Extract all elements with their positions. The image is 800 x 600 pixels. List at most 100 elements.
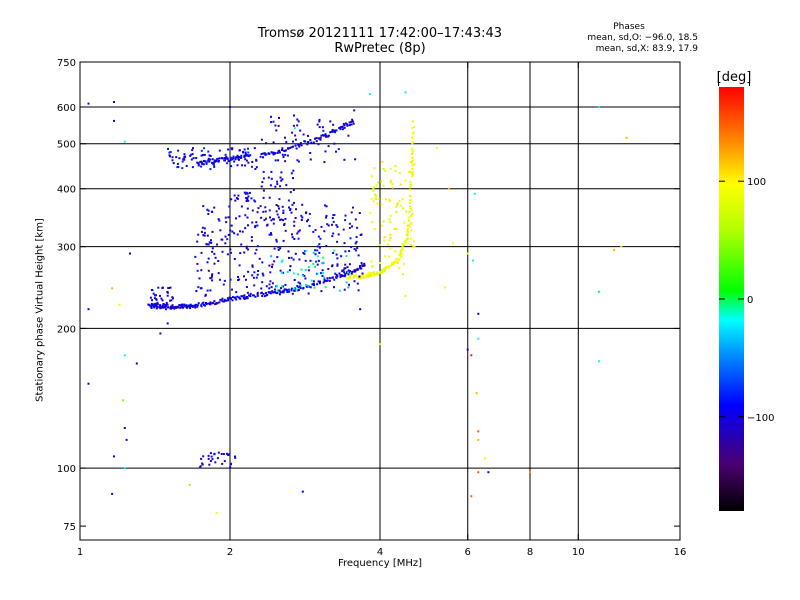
data-point [312,280,315,283]
data-point [245,159,248,162]
data-point [383,239,386,242]
data-point [207,454,210,457]
data-point [274,185,277,188]
data-point [263,295,266,298]
data-point [409,184,412,187]
data-point [206,261,209,264]
data-point [412,131,415,134]
data-point [331,235,334,238]
data-point [404,179,407,182]
data-point [159,307,162,310]
data-point [329,131,332,134]
data-point [297,120,300,123]
data-point [296,285,299,287]
data-point [408,226,411,228]
data-point [291,236,294,239]
data-point [171,156,174,159]
data-point [350,123,353,126]
data-point [346,266,349,269]
data-point [342,228,345,231]
data-point [246,296,248,298]
data-point [225,299,228,302]
colorbar-label: [deg] [716,70,752,86]
data-point [323,230,326,233]
data-point [221,250,224,253]
data-point [370,271,373,274]
data-point [409,199,412,202]
data-point [374,273,377,276]
data-point [381,160,384,163]
data-point [314,137,316,140]
data-point [238,156,241,158]
x-tick-label: 2 [227,547,233,558]
data-point [218,157,221,160]
data-point [219,278,221,281]
data-point [232,296,234,299]
data-point [250,239,253,242]
phase-stats-o-mode: mean, sd,O: −96.0, 18.5 [587,33,698,43]
data-point [271,151,274,154]
data-point [361,264,364,267]
data-point [156,301,159,304]
data-point [315,260,318,263]
data-point [477,471,480,474]
data-point [306,285,308,288]
data-point [277,205,280,208]
data-point [316,255,319,258]
data-point [293,224,296,227]
data-point [150,307,153,309]
data-point [356,282,359,285]
data-point [381,268,384,271]
data-point [206,160,209,163]
data-point [243,294,246,297]
data-point [295,208,297,211]
data-point [344,274,347,277]
data-point [300,214,303,217]
data-point [411,213,414,215]
data-point [251,161,254,163]
data-point [324,150,327,153]
data-point [318,251,321,254]
data-point [322,129,325,132]
data-point [197,163,200,166]
data-point [238,296,241,299]
data-point [405,241,408,244]
data-point [181,304,184,307]
data-point [292,124,295,127]
data-point [255,221,258,224]
data-point [282,209,285,212]
data-point [350,246,353,249]
data-point [227,299,229,302]
data-point [293,279,296,281]
data-point [228,205,231,208]
data-point [389,236,392,239]
data-point [360,262,363,265]
y-tick-label: 500 [57,140,76,151]
data-point [412,141,415,144]
data-point [211,279,214,282]
data-point [208,463,211,466]
data-point [162,306,165,309]
data-point [281,284,284,287]
data-point [219,298,222,301]
data-point [398,200,401,203]
data-point [349,276,352,279]
data-point [270,219,273,222]
data-point [235,217,237,220]
data-point [324,286,327,289]
data-point [408,211,411,213]
data-point [613,249,616,252]
data-point [296,124,299,127]
colorbar-tick-label: 0 [747,295,753,306]
data-point [281,259,284,262]
data-point [149,296,152,299]
data-point [291,203,294,206]
data-point [221,238,224,241]
data-point [410,172,413,174]
data-point [200,269,203,272]
data-point [466,252,469,255]
data-point [383,267,386,270]
data-point [398,258,401,261]
data-point [388,255,391,258]
data-point [203,231,206,234]
